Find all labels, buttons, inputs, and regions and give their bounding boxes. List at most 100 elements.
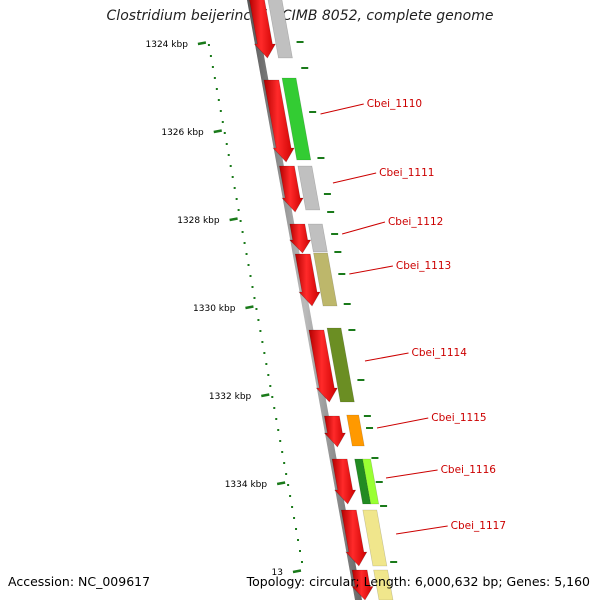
gene-label: Cbei_1110 bbox=[367, 98, 422, 110]
cds-arrow bbox=[279, 165, 304, 213]
scale-dot bbox=[293, 517, 296, 519]
scale-tick-label: 1330 kbp bbox=[193, 304, 236, 314]
scale-tick bbox=[229, 217, 238, 222]
label-leader bbox=[364, 352, 409, 362]
scale-tick bbox=[245, 305, 254, 310]
scale-dot bbox=[257, 319, 260, 321]
scale-tick-label: 1332 kbp bbox=[209, 392, 252, 402]
cds-arrow bbox=[331, 458, 357, 505]
gene-labels: Cbei_1110 Cbei_1111 Cbei_1112 Cbei_1113 Cbei… bbox=[320, 98, 506, 535]
cds-arrow bbox=[249, 0, 276, 59]
scale-dot bbox=[300, 561, 303, 563]
accession-text: Accession: NC_009617 bbox=[8, 574, 151, 589]
scale-dot bbox=[209, 55, 212, 57]
scale-dot bbox=[227, 154, 230, 156]
scale-dot bbox=[259, 330, 262, 332]
scale-dot bbox=[213, 77, 216, 79]
gene-label: Cbei_1113 bbox=[396, 260, 451, 272]
scale-dot bbox=[299, 550, 301, 552]
scale-dot bbox=[241, 231, 244, 233]
scale-tick-label: 1326 kbp bbox=[161, 128, 204, 138]
scale-dot bbox=[247, 264, 250, 266]
scale-dot bbox=[229, 165, 232, 167]
scale-tick-label: 1324 kbp bbox=[146, 40, 189, 50]
scale-dot bbox=[243, 242, 246, 244]
scale-dot bbox=[235, 198, 238, 200]
scale-dot bbox=[211, 66, 214, 68]
scale-dot bbox=[263, 352, 266, 354]
scale-dot bbox=[207, 44, 210, 46]
label-leader bbox=[332, 172, 377, 184]
scale-tick-label: 1334 kbp bbox=[225, 480, 268, 490]
scale-dot bbox=[219, 110, 222, 112]
label-leader bbox=[376, 417, 429, 429]
scale-dot bbox=[245, 253, 248, 255]
cds-arrow bbox=[323, 415, 346, 448]
cds-arrow bbox=[308, 329, 338, 403]
scale-dot bbox=[267, 374, 270, 376]
scale-dot bbox=[291, 506, 294, 508]
scale-dot bbox=[221, 121, 224, 123]
cog-block bbox=[267, 0, 293, 59]
scale-dot bbox=[281, 451, 284, 453]
label-leader bbox=[385, 469, 438, 479]
scale-dot bbox=[225, 143, 228, 145]
scale-tick bbox=[261, 393, 270, 398]
map-title: Clostridium beijerinckii NCIMB 8052, com… bbox=[106, 8, 494, 24]
cds-arrow bbox=[263, 79, 295, 163]
scale-dot bbox=[265, 363, 268, 365]
cog-block bbox=[281, 77, 312, 161]
scale-dot bbox=[217, 99, 220, 101]
cog-track bbox=[267, 0, 398, 600]
label-leader bbox=[320, 103, 364, 115]
cds-arrow bbox=[340, 509, 368, 567]
scale-dot bbox=[237, 209, 240, 211]
cog-block bbox=[313, 252, 338, 307]
scale-dot bbox=[249, 275, 252, 277]
scale-dot bbox=[297, 539, 300, 541]
gene-label: Cbei_1116 bbox=[441, 464, 497, 476]
gene-label: Cbei_1112 bbox=[388, 216, 443, 228]
scale-dot bbox=[231, 176, 234, 178]
scale-dot bbox=[287, 484, 290, 486]
scale-dot bbox=[277, 429, 280, 431]
scale-dot bbox=[255, 308, 258, 310]
scale-dot bbox=[253, 297, 256, 299]
scale-tick bbox=[276, 481, 286, 486]
scale-track: 1324 kbp 1326 kbp 1328 kbp 1330 kbp 1332 kbp… bbox=[146, 40, 303, 578]
scale-dot bbox=[271, 396, 274, 398]
cog-block bbox=[373, 569, 394, 600]
label-leader bbox=[349, 265, 393, 275]
topology-text: Topology: circular; Length: 6,000,632 bp… bbox=[246, 574, 590, 589]
scale-dot bbox=[215, 88, 218, 90]
gene-label: Cbei_1115 bbox=[431, 412, 486, 424]
scale-dot bbox=[283, 462, 286, 464]
cds-track bbox=[249, 0, 374, 600]
cog-block bbox=[326, 327, 355, 403]
cog-block bbox=[362, 509, 388, 567]
scale-dot bbox=[295, 528, 298, 530]
cds-arrow bbox=[288, 223, 312, 254]
scale-dot bbox=[261, 341, 264, 343]
scale-tick bbox=[213, 129, 222, 134]
cog-block bbox=[346, 414, 365, 447]
cog-block bbox=[297, 165, 321, 211]
scale-dot bbox=[275, 418, 278, 420]
cds-arrow bbox=[351, 569, 374, 600]
label-leader bbox=[341, 221, 386, 235]
scale-dot bbox=[269, 385, 272, 387]
gene-label: Cbei_1111 bbox=[379, 167, 434, 179]
cds-arrow bbox=[294, 253, 321, 307]
scale-dot bbox=[233, 187, 236, 189]
scale-dot bbox=[285, 473, 288, 475]
scale-tick-label: 1328 kbp bbox=[177, 216, 220, 226]
gene-label: Cbei_1114 bbox=[412, 347, 468, 359]
scale-dot bbox=[289, 495, 292, 497]
scale-tick bbox=[197, 41, 207, 46]
scale-tick-label: 13 bbox=[272, 568, 283, 578]
scale-tick bbox=[292, 569, 302, 574]
gene-label: Cbei_1117 bbox=[451, 520, 506, 532]
scale-dot bbox=[273, 407, 276, 409]
scale-dot bbox=[279, 440, 282, 442]
